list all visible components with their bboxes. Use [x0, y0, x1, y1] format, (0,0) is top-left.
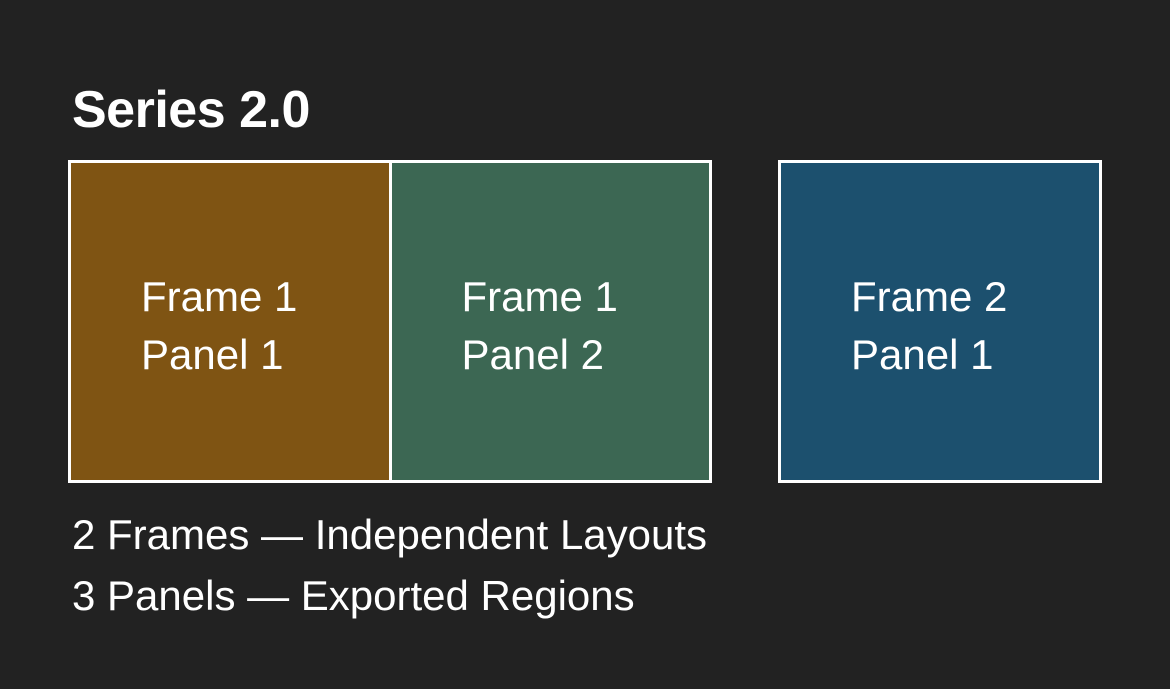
- panel-label-group: Frame 1 Panel 1: [141, 268, 297, 384]
- caption-panels: 3 Panels — Exported Regions: [72, 572, 635, 619]
- panel-label: Panel 1: [141, 331, 284, 378]
- frame-2: Frame 2 Panel 1: [778, 160, 1102, 483]
- frame-label: Frame 1: [461, 273, 618, 320]
- panel-label: Panel 1: [851, 331, 994, 378]
- frame-1-panel-1: Frame 1 Panel 1: [71, 163, 392, 480]
- caption-frames: 2 Frames — Independent Layouts: [72, 511, 708, 558]
- panel-label: Panel 2: [461, 331, 604, 378]
- frame-1-panel-2: Frame 1 Panel 2: [391, 163, 709, 480]
- frame-label: Frame 2: [851, 273, 1008, 320]
- diagram-title: Series 2.0: [72, 81, 310, 139]
- panel-label-group: Frame 1 Panel 2: [462, 268, 618, 384]
- frame-2-panel-1: Frame 2 Panel 1: [781, 163, 1099, 480]
- frame-label: Frame 1: [141, 273, 298, 320]
- panel-label-group: Frame 2 Panel 1: [851, 268, 1007, 384]
- frame-1: Frame 1 Panel 1 Frame 1 Panel 2: [68, 160, 712, 483]
